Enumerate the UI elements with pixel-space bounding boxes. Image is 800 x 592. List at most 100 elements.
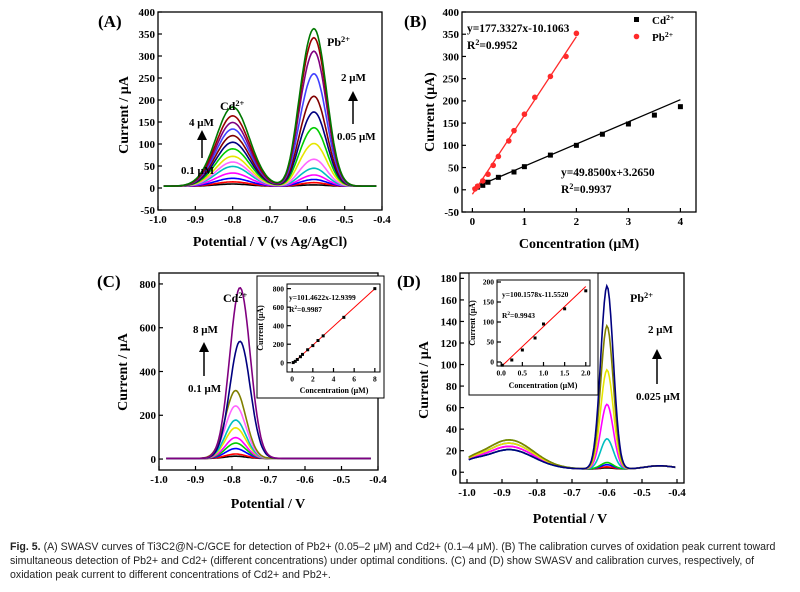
data-point <box>495 174 501 180</box>
y-tick-label: 120 <box>441 338 458 350</box>
y-tick-label: 0 <box>452 467 458 479</box>
x-tick-label: -0.6 <box>296 474 314 486</box>
y-tick-label: 0 <box>490 358 494 367</box>
x-tick-label: -0.8 <box>528 487 546 499</box>
data-point <box>521 164 527 170</box>
data-point <box>506 138 512 144</box>
y-tick-label: 800 <box>140 279 157 291</box>
annotation-cd: Cd2+ <box>220 99 245 114</box>
x-tick-label: 0 <box>290 375 294 384</box>
data-point <box>542 322 545 326</box>
series-line <box>468 403 676 470</box>
data-point <box>485 179 491 185</box>
annotation-pb: Pb2+ <box>630 291 653 306</box>
series-line <box>166 389 371 460</box>
x-tick-label: -0.9 <box>493 487 511 499</box>
series-line <box>468 445 676 470</box>
data-point <box>573 30 580 37</box>
y-tick-label: 300 <box>443 51 460 63</box>
y-axis-label: Current / μA <box>117 75 132 154</box>
data-point <box>316 339 320 343</box>
series-line <box>166 405 371 460</box>
annotation-low: 0.025 μM <box>636 391 681 403</box>
series-line <box>468 442 676 470</box>
data-point <box>480 178 486 184</box>
y-tick-label: 150 <box>139 117 156 129</box>
y-tick-label: 400 <box>139 7 156 19</box>
x-tick-label: -0.8 <box>223 474 241 486</box>
annotation-low: 0.05 μM <box>337 131 376 143</box>
caption-label: Fig. 5. <box>10 541 41 553</box>
data-point <box>480 182 486 188</box>
y-tick-label: 150 <box>443 118 460 130</box>
x-tick-label: -0.8 <box>224 214 242 226</box>
legend-marker <box>634 17 639 22</box>
y-tick-label: 100 <box>139 139 156 151</box>
data-point <box>298 355 302 359</box>
series-line <box>468 448 676 470</box>
series-line <box>166 419 371 460</box>
data-point <box>291 361 295 365</box>
y-tick-label: 180 <box>441 273 458 285</box>
inset-equation: y=100.1578x-11.5520 <box>502 290 569 299</box>
arrow-head <box>348 91 358 101</box>
x-tick-label: -0.7 <box>563 487 581 499</box>
data-point <box>495 153 502 160</box>
arrow-head <box>199 342 209 352</box>
y-tick-label: 200 <box>443 96 460 108</box>
y-tick-label: 0 <box>454 185 460 197</box>
data-point <box>373 287 377 291</box>
y-tick-label: 250 <box>443 74 460 86</box>
data-point <box>547 152 553 158</box>
y-tick-label: 100 <box>443 140 460 152</box>
data-point <box>311 344 315 348</box>
x-tick-label: 6 <box>352 375 356 384</box>
inset-x-label: Concentration (μM) <box>509 381 578 390</box>
panel-d: -1.0 -0.9 -0.8 -0.7 -0.6 -0.5 -0.4 0 20 40 60 80 100… <box>397 272 686 527</box>
data-point <box>533 336 537 340</box>
y-tick-label: 0 <box>280 358 284 367</box>
data-point <box>599 131 605 137</box>
x-tick-label: -0.4 <box>369 474 387 486</box>
y-tick-label: 150 <box>483 298 495 307</box>
annotation-high: 2 μM <box>341 72 366 84</box>
data-point <box>301 352 304 356</box>
annotation-low: 0.1 μM <box>181 165 215 177</box>
x-tick-label: -0.7 <box>261 214 279 226</box>
x-axis-label: Concentration (μM) <box>519 237 640 252</box>
equation-pb: y=177.3327x-10.1063 <box>467 23 570 35</box>
data-point <box>511 169 517 175</box>
y-tick-label: 800 <box>273 284 285 293</box>
y-tick-label: 100 <box>483 318 495 327</box>
annotation-high: 4 μM <box>189 117 214 129</box>
data-point <box>625 121 631 127</box>
y-tick-label: 200 <box>139 95 156 107</box>
x-tick-label: -0.5 <box>333 474 351 486</box>
annotation-high: 2 μM <box>648 324 673 336</box>
data-point <box>511 127 517 134</box>
series-line <box>468 437 676 470</box>
y-tick-label: 80 <box>446 381 458 393</box>
r2-cd: R2=0.9937 <box>561 182 612 197</box>
y-tick-label: 100 <box>441 359 458 371</box>
figure-caption: Fig. 5. (A) SWASV curves of Ti3C2@N-C/GC… <box>10 540 790 582</box>
x-tick-label: 0.5 <box>518 369 528 378</box>
y-tick-label: 60 <box>446 402 458 414</box>
y-tick-label: 250 <box>139 73 156 85</box>
plot-frame <box>461 11 697 213</box>
y-tick-label: 200 <box>483 278 495 287</box>
data-point <box>510 358 514 362</box>
x-axis-label: Potential / V (vs Ag/AgCl) <box>193 235 348 250</box>
data-point <box>532 94 538 101</box>
y-tick-label: 200 <box>140 410 157 422</box>
data-point <box>342 315 346 319</box>
data-point <box>295 357 299 361</box>
x-tick-label: -0.5 <box>336 214 354 226</box>
caption-text: (A) SWASV curves of Ti3C2@N-C/GCE for de… <box>10 541 776 581</box>
panel-a: -1.0 -0.9 -0.8 -0.7 -0.6 -0.5 -0.4 -50 0 50 100 150… <box>98 7 391 250</box>
y-tick-label: -50 <box>444 207 459 219</box>
inset-y-label: Current (μA) <box>256 305 265 351</box>
x-tick-label: -0.7 <box>260 474 278 486</box>
panel-label: (C) <box>97 272 121 291</box>
inset-frame <box>468 272 599 396</box>
